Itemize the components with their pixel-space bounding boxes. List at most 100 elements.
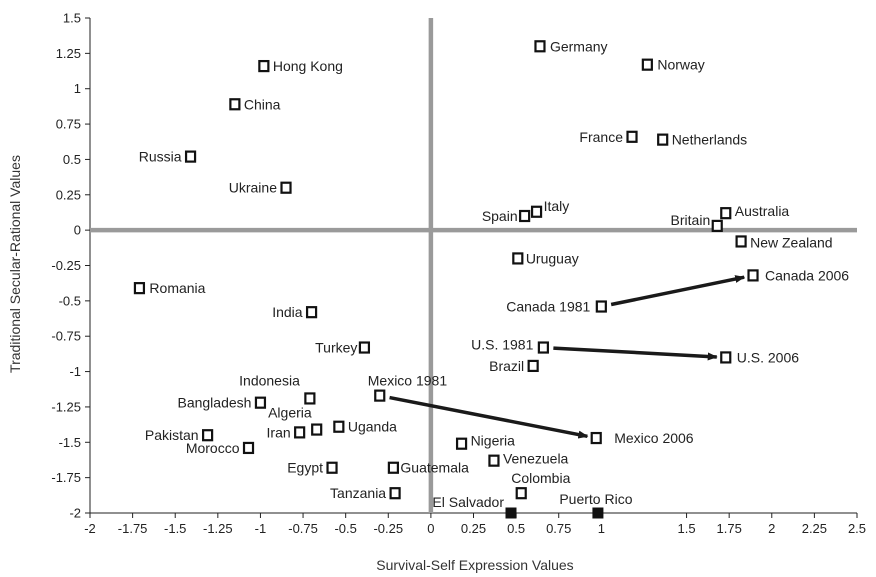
point-label: Hong Kong	[273, 58, 343, 74]
x-tick-label: 2.5	[848, 521, 866, 536]
filled-data-point	[505, 507, 517, 519]
change-arrow	[389, 395, 589, 439]
point-label: Norway	[657, 57, 704, 73]
data-point	[358, 341, 371, 354]
data-point	[333, 420, 345, 433]
arrow-group	[389, 275, 746, 439]
x-tick-label: -0.5	[334, 521, 356, 536]
data-point	[641, 58, 653, 71]
point-label: Australia	[735, 203, 790, 219]
data-point	[488, 454, 500, 467]
y-tick-label: 0.5	[63, 152, 81, 167]
data-point	[590, 431, 602, 445]
y-tick-label: -1.5	[59, 435, 81, 450]
point-label: U.S. 2006	[737, 349, 799, 365]
point-label: Mexico 2006	[614, 430, 694, 446]
point-label: Nigeria	[471, 433, 516, 449]
x-tick-label: 2.25	[802, 521, 827, 536]
data-point	[534, 40, 546, 53]
point-label: Brazil	[489, 358, 524, 374]
point-label: Pakistan	[145, 427, 199, 443]
data-point	[311, 423, 323, 436]
data-point	[626, 130, 638, 143]
point-label: Russia	[139, 149, 182, 165]
y-tick-label: -1.75	[51, 470, 81, 485]
y-axis-title: Traditional Secular-Rational Values	[7, 155, 23, 373]
point-label: Germany	[550, 38, 608, 54]
point-label: Indonesia	[239, 372, 300, 388]
x-tick-label: -1.25	[203, 521, 233, 536]
x-tick-label: -0.75	[288, 521, 318, 536]
change-arrow	[610, 275, 746, 307]
x-tick-label: 2	[768, 521, 775, 536]
y-tick-label: -1	[69, 364, 81, 379]
data-point	[657, 133, 669, 146]
x-tick-label: 0.75	[546, 521, 571, 536]
data-point	[133, 282, 146, 295]
data-point	[229, 98, 241, 111]
point-label: Spain	[482, 208, 518, 224]
quadrant-lines	[90, 18, 857, 513]
data-point	[747, 269, 759, 282]
data-point	[711, 219, 723, 232]
point-label: U.S. 1981	[471, 337, 533, 353]
point-label: El Salvador	[432, 494, 504, 510]
x-tick-label: -1	[255, 521, 267, 536]
y-tick-label: -1.25	[51, 399, 81, 414]
labels-group: Germany Hong Kong Norway China France Netherl…	[139, 38, 850, 510]
y-tick-label: 1.5	[63, 11, 81, 26]
y-tick-label: -0.75	[51, 329, 81, 344]
point-label: Morocco	[186, 440, 240, 456]
point-label: Turkey	[315, 340, 357, 356]
x-tick-label: 1.5	[678, 521, 696, 536]
point-label: Italy	[544, 198, 570, 214]
data-point	[530, 205, 543, 218]
point-label: China	[244, 96, 281, 112]
x-axis-title: Survival-Self Expression Values	[376, 557, 573, 573]
data-point	[254, 396, 267, 409]
x-tick-label: -1.75	[118, 521, 148, 536]
point-label: Puerto Rico	[559, 491, 632, 507]
y-tick-label: 0.75	[56, 117, 81, 132]
points-group	[133, 40, 759, 519]
point-label: Canada 1981	[506, 299, 590, 315]
x-tick-label: -1.5	[164, 521, 186, 536]
data-point	[527, 359, 539, 373]
point-label: New Zealand	[750, 234, 833, 250]
data-point	[389, 487, 401, 500]
change-arrow	[553, 346, 718, 361]
data-point	[305, 306, 318, 319]
point-label: Canada 2006	[765, 267, 849, 283]
y-tick-label: -2	[69, 506, 81, 521]
data-point	[735, 235, 747, 248]
x-tick-label: 0	[427, 521, 434, 536]
x-tick-label: 0.5	[507, 521, 525, 536]
x-tick-label: 1.75	[717, 521, 742, 536]
point-label: Venezuela	[503, 451, 569, 467]
data-point	[519, 209, 531, 223]
data-point	[720, 207, 732, 220]
point-label: Mexico 1981	[368, 373, 448, 389]
data-point	[326, 461, 338, 474]
x-tick-label: 0.25	[461, 521, 486, 536]
point-label: Egypt	[287, 460, 323, 476]
data-point	[294, 426, 306, 439]
data-point	[595, 300, 607, 313]
y-tick-label: 0	[74, 223, 81, 238]
data-point	[280, 181, 292, 194]
data-point	[455, 437, 468, 450]
y-tick-label: 1.25	[56, 46, 81, 61]
point-label: India	[272, 304, 303, 320]
point-label: France	[579, 129, 623, 145]
data-point	[184, 150, 197, 163]
data-point	[202, 429, 214, 442]
data-point	[374, 389, 386, 402]
x-tick-label: -2	[84, 521, 96, 536]
data-point	[242, 441, 255, 455]
y-tick-label: 0.25	[56, 187, 81, 202]
y-tick-label: -0.25	[51, 258, 81, 273]
point-label: Uganda	[348, 419, 397, 435]
point-label: Tanzania	[330, 485, 386, 501]
point-label: Britain	[671, 212, 711, 228]
